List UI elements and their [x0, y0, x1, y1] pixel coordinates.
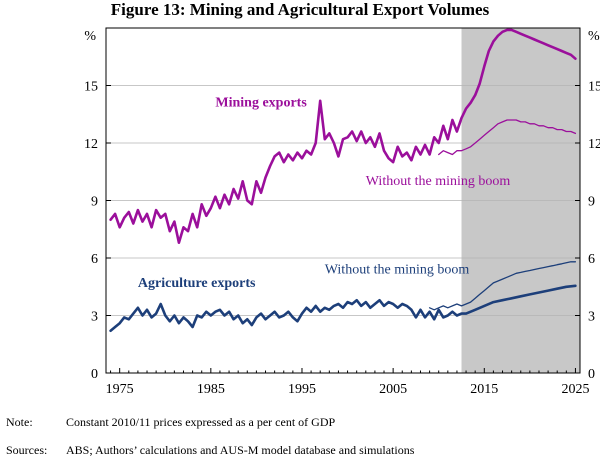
series-agriculture-without-the-mining-boom: [428, 261, 577, 311]
y-tick-label-right: 9: [588, 195, 595, 210]
annotation-mining-without-boom: Without the mining boom: [366, 174, 511, 189]
y-tick-label-left: 9: [91, 195, 98, 210]
annotation-agriculture-without-boom: Without the mining boom: [325, 262, 470, 277]
gridlines: [106, 85, 580, 316]
sources-label: Sources:: [6, 443, 48, 457]
series-agriculture-exports: [109, 284, 577, 333]
x-tick-label: 1995: [288, 382, 316, 397]
y-tick-label-left: 0: [91, 367, 98, 382]
x-tick-label: 2005: [379, 382, 407, 397]
tick-labels: 0 0 3 3 6 6 9 9 12 12 15 15 1975 1985 1995 2005 2015 2025: [84, 80, 600, 398]
x-tick-label: 1985: [197, 382, 225, 397]
y-tick-label-left: 12: [84, 137, 98, 152]
series-mining-exports: [109, 28, 577, 244]
ticks: [106, 85, 580, 374]
y-tick-label-right: 0: [588, 367, 595, 382]
x-tick-label: 2025: [561, 382, 589, 397]
note-row: Note: Constant 2010/11 prices expressed …: [6, 415, 596, 429]
series-lines: [109, 28, 577, 333]
x-tick-label: 2015: [470, 382, 498, 397]
sources-row: Sources: ABS; Authors’ calculations and …: [6, 443, 596, 457]
y-tick-label-left: 15: [84, 80, 98, 95]
y-tick-label-left: 3: [91, 310, 98, 325]
annotation-agriculture-exports: Agriculture exports: [138, 276, 256, 291]
y-tick-label-right: 6: [588, 252, 595, 267]
y-tick-label-right: 15: [588, 80, 600, 95]
unit-label-right: %: [588, 29, 600, 44]
y-tick-label-right: 12: [588, 137, 600, 152]
x-tick-label: 1975: [106, 382, 134, 397]
chart-title: Figure 13: Mining and Agricultural Expor…: [110, 0, 490, 19]
y-tick-label-right: 3: [588, 310, 595, 325]
sources-text: ABS; Authors’ calculations and AUS-M mod…: [66, 443, 415, 457]
unit-label-left: %: [84, 29, 96, 44]
series-mining-without-the-mining-boom: [438, 119, 577, 156]
note-label: Note:: [6, 415, 33, 429]
annotation-mining-exports: Mining exports: [215, 96, 307, 111]
note-text: Constant 2010/11 prices expressed as a p…: [66, 415, 336, 429]
y-tick-label-left: 6: [91, 252, 98, 267]
